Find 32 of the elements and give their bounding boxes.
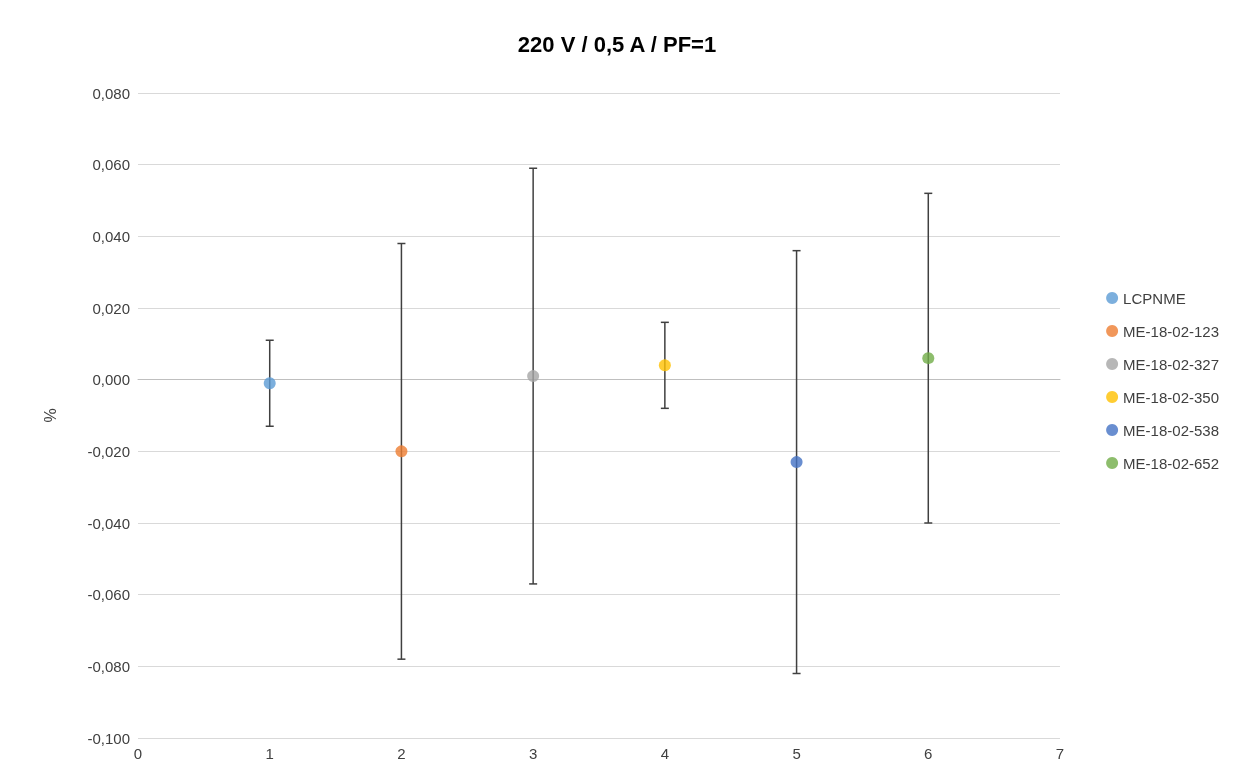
x-tick-label: 0 — [133, 745, 143, 761]
x-tick-label: 1 — [265, 745, 274, 761]
legend-label: ME-18-02-327 — [1123, 355, 1220, 373]
point — [922, 352, 935, 365]
y-tick-label: -0,080 — [87, 657, 130, 675]
x-tick-label: 5 — [792, 745, 801, 761]
x-tick-label: 4 — [660, 745, 670, 761]
x-tick-label: 7 — [1055, 745, 1065, 761]
y-tick-label: 0,020 — [92, 299, 130, 317]
y-tick-label: -0,060 — [87, 586, 130, 604]
legend-label: ME-18-02-350 — [1123, 388, 1220, 406]
y-tick-label: -0,040 — [87, 514, 130, 532]
point — [527, 370, 540, 383]
y-tick-label: 0,040 — [92, 227, 130, 245]
legend-label: LCPNME — [1123, 289, 1186, 307]
point — [263, 377, 276, 390]
y-tick-label: -0,020 — [87, 442, 130, 460]
y-tick-label: 0,060 — [92, 156, 130, 174]
y-axis-title: % — [41, 408, 59, 423]
point — [395, 445, 408, 458]
point — [658, 359, 671, 372]
x-tick-label: 2 — [397, 745, 406, 761]
y-tick-label: 0,080 — [92, 84, 130, 102]
y-tick-label: -0,100 — [87, 729, 130, 747]
legend-label: ME-18-02-538 — [1123, 421, 1220, 439]
y-tick-label: 0,000 — [92, 371, 130, 389]
point — [790, 456, 803, 469]
chart-title: 220 V / 0,5 A / PF=1 — [517, 31, 717, 57]
x-tick-label: 6 — [924, 745, 933, 761]
legend-label: ME-18-02-123 — [1123, 322, 1220, 340]
legend-label: ME-18-02-652 — [1123, 454, 1220, 472]
x-tick-label: 3 — [528, 745, 538, 761]
